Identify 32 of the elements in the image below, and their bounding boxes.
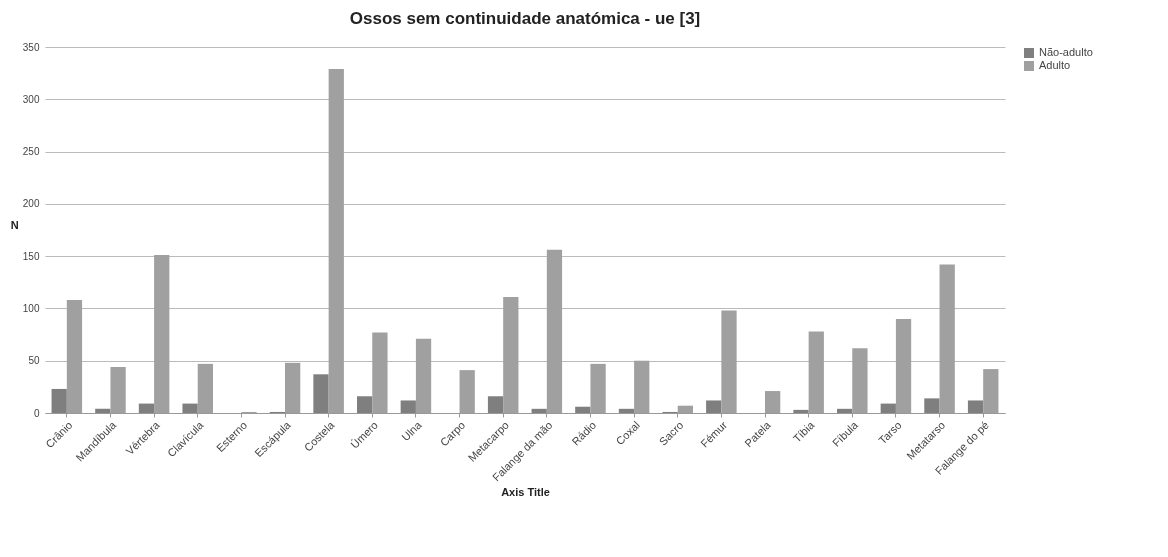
bar xyxy=(706,400,722,413)
bar xyxy=(357,396,373,413)
y-tick-label: 150 xyxy=(22,250,40,262)
bar xyxy=(531,408,547,413)
bar xyxy=(880,403,896,413)
y-tick-label: 0 xyxy=(33,407,40,419)
y-tick-label: 350 xyxy=(22,41,40,53)
bar xyxy=(924,398,940,413)
y-tick-label: 200 xyxy=(22,198,40,210)
legend-label: Não-adulto xyxy=(1039,46,1093,58)
y-axis-title: N xyxy=(10,218,19,231)
x-tick-label: Ulna xyxy=(399,418,425,444)
y-tick-label: 100 xyxy=(22,302,40,314)
chart-title: Ossos sem continuidade anatómica - ue [3] xyxy=(349,9,701,28)
bar xyxy=(967,400,984,413)
x-axis-title: Axis Title xyxy=(501,486,550,499)
bar xyxy=(400,400,416,413)
bar xyxy=(487,396,504,413)
y-tick-label: 250 xyxy=(22,146,40,158)
bar xyxy=(837,408,853,413)
bar xyxy=(51,388,67,413)
legend-label: Adulto xyxy=(1039,59,1071,71)
y-tick-label: 300 xyxy=(22,93,40,105)
bar xyxy=(793,409,809,413)
bar xyxy=(182,403,198,413)
bar xyxy=(575,406,591,413)
y-tick-label: 50 xyxy=(28,355,40,367)
bar xyxy=(618,408,635,413)
bar xyxy=(95,408,111,413)
bar xyxy=(313,374,329,413)
bar xyxy=(138,403,155,413)
x-tick-label: Tíbia xyxy=(790,418,818,445)
